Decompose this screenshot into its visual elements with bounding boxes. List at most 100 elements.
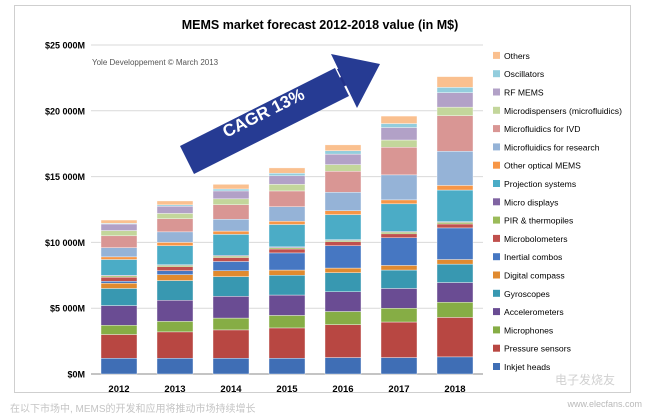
bar-segment <box>380 232 418 235</box>
bar-segment <box>436 106 474 116</box>
legend-swatch <box>493 88 500 96</box>
bar-segment <box>100 219 138 224</box>
bar-segment <box>436 356 474 375</box>
bar-segment <box>436 115 474 152</box>
footer: 在以下市场中, MEMS的开发和应用将推动市场持续增长 www.elecfans… <box>0 396 650 419</box>
bar-segment <box>324 214 362 240</box>
legend-swatch <box>493 289 500 297</box>
cagr-arrow-head <box>331 54 380 108</box>
y-tick-label: $0M <box>67 370 85 380</box>
bar-segment <box>324 210 362 215</box>
bar-segment <box>212 270 250 277</box>
bar-segment <box>380 199 418 205</box>
bar-segment <box>156 331 194 359</box>
bar-segment <box>100 325 138 335</box>
x-tick-label: 2017 <box>388 384 409 392</box>
bar-segment <box>268 175 306 185</box>
bar-segment <box>268 294 306 316</box>
bar-segment <box>100 223 138 231</box>
bar-segment <box>380 321 418 358</box>
legend-item: Accelerometers <box>493 307 564 317</box>
bar-segment <box>156 321 194 333</box>
legend-swatch <box>493 363 500 370</box>
legend-label: Gyroscopes <box>504 289 550 299</box>
bar-segment <box>212 230 250 235</box>
legend-item: Gyroscopes <box>493 289 550 299</box>
bar-segment <box>100 277 138 282</box>
legend-item: Digital compass <box>493 271 565 281</box>
bar-segment <box>268 206 306 222</box>
legend-swatch <box>493 161 500 169</box>
legend-swatch <box>493 253 500 261</box>
bar-segment <box>212 184 250 190</box>
bar-segment <box>380 203 418 232</box>
bar-segment <box>268 269 306 276</box>
legend-swatch <box>493 271 500 279</box>
watermark: 电子发烧友 <box>555 372 615 387</box>
bar-segment <box>100 334 138 359</box>
bar-segment <box>268 275 306 296</box>
bar-segment <box>324 153 362 165</box>
bar-segment <box>324 272 362 292</box>
x-tick-label: 2012 <box>108 384 129 392</box>
legend-item: Microfluidics for research <box>493 142 600 152</box>
legend: Inkjet heads Pressure sensors Microphones A… <box>493 51 622 372</box>
bar-segment <box>212 234 250 256</box>
bar-segment <box>156 245 194 265</box>
bar-segment <box>212 358 250 375</box>
bar-segment <box>380 123 418 128</box>
legend-swatch <box>493 308 500 316</box>
legend-swatch <box>493 180 500 187</box>
bar-segment <box>100 305 138 326</box>
legend-swatch <box>493 344 500 352</box>
chart-title: MEMS market forecast 2012-2018 value (in… <box>182 18 459 32</box>
bar-stack-2017 <box>380 115 418 375</box>
cagr-arrow-body <box>180 68 349 174</box>
bar-segment <box>436 302 474 318</box>
y-tick-label: $25 000M <box>45 41 85 51</box>
bar-segment <box>212 317 250 331</box>
mems-market-chart: MEMS market forecast 2012-2018 value (in… <box>45 18 622 392</box>
x-axis-ticks: 2012 2013 2014 2015 2016 2017 2018 <box>108 384 465 392</box>
x-tick-label: 2018 <box>444 384 465 392</box>
bar-segment <box>212 204 250 220</box>
bar-segment <box>212 257 250 262</box>
footer-caption: 在以下市场中, MEMS的开发和应用将推动市场持续增长 <box>10 404 256 415</box>
bar-segment <box>156 300 194 322</box>
bar-segment <box>268 327 306 359</box>
legend-item: Pressure sensors <box>493 344 571 354</box>
bar-segment <box>156 270 194 275</box>
legend-swatch <box>493 106 500 114</box>
legend-label: Other optical MEMS <box>504 161 581 171</box>
bar-segment <box>212 296 250 319</box>
y-tick-label: $5 000M <box>50 304 85 314</box>
bar-segment <box>268 172 306 177</box>
legend-item: Microfluidics for IVD <box>493 124 580 134</box>
bar-segment <box>100 256 138 260</box>
legend-label: Microbolometers <box>504 234 568 244</box>
legend-label: Pressure sensors <box>504 344 571 354</box>
bar-segment <box>268 167 306 174</box>
bar-segment <box>212 261 250 271</box>
legend-swatch <box>493 51 500 59</box>
legend-item: Inertial combos <box>493 252 562 262</box>
bar-segment <box>156 200 194 206</box>
bar-segment <box>324 291 362 312</box>
bar-stack-2015 <box>268 167 306 375</box>
bar-segment <box>380 174 418 201</box>
bar-segment <box>324 311 362 325</box>
legend-swatch <box>493 125 500 133</box>
bar-segment <box>324 324 362 358</box>
legend-item: Others <box>493 51 530 61</box>
bar-segment <box>324 164 362 172</box>
footer-site: www.elecfans.com <box>567 399 642 409</box>
bar-segment <box>324 357 362 375</box>
bar-segment <box>212 329 250 359</box>
legend-item: Other optical MEMS <box>493 161 581 171</box>
bar-segment <box>100 358 138 375</box>
legend-label: Others <box>504 51 530 61</box>
bars <box>100 76 474 375</box>
bar-segment <box>324 150 362 155</box>
bar-segment <box>156 231 194 243</box>
bar-segment <box>212 198 250 205</box>
